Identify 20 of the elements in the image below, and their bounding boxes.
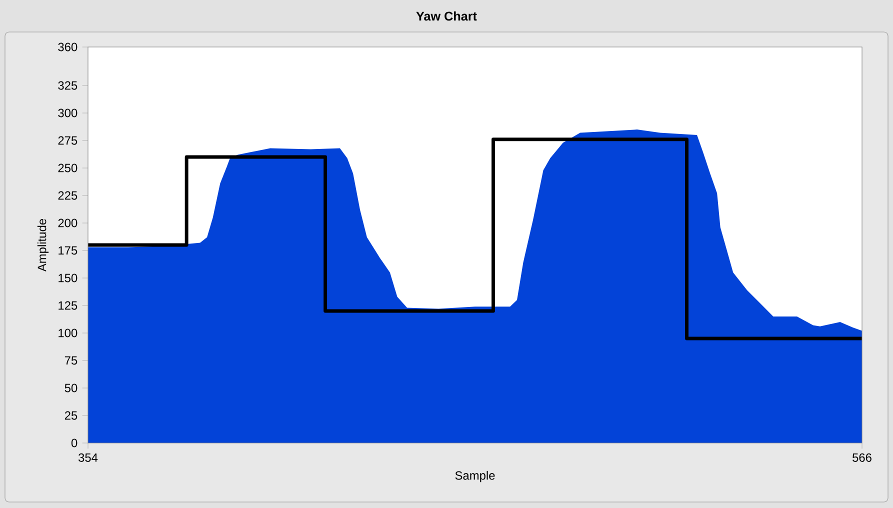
y-tick-label: 125 (58, 301, 78, 310)
y-tick-label: 100 (58, 328, 78, 338)
chart-title: Yaw Chart (416, 11, 477, 21)
x-tick-label: 566 (852, 453, 872, 462)
y-tick-label: 325 (58, 81, 78, 90)
y-tick-label: 225 (58, 191, 78, 200)
y-tick-label: 175 (58, 246, 78, 255)
y-tick-label: 360 (58, 42, 78, 52)
x-tick-label: 354 (78, 453, 98, 462)
y-tick-label: 250 (58, 164, 78, 172)
y-tick-label: 200 (58, 218, 78, 228)
y-tick-label: 275 (58, 136, 78, 145)
y-tick-label: 0 (71, 438, 78, 448)
y-tick-label: 75 (64, 356, 78, 365)
y-tick-label: 150 (58, 274, 78, 282)
y-axis-title: Amplitude (37, 218, 49, 272)
y-tick-label: 25 (64, 411, 78, 420)
x-axis-title: Sample (455, 470, 495, 482)
y-tick-label: 300 (58, 108, 78, 118)
y-tick-label: 50 (64, 384, 78, 392)
